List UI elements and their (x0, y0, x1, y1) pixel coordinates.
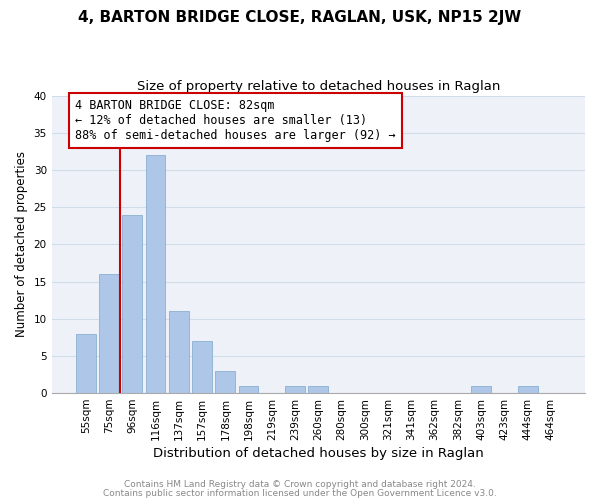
Bar (285, 386, 305, 393)
Bar (76, 334, 95, 393)
Bar (122, 214, 142, 393)
X-axis label: Distribution of detached houses by size in Raglan: Distribution of detached houses by size … (153, 447, 484, 460)
Text: Contains HM Land Registry data © Crown copyright and database right 2024.: Contains HM Land Registry data © Crown c… (124, 480, 476, 489)
Bar (169, 312, 188, 393)
Title: Size of property relative to detached houses in Raglan: Size of property relative to detached ho… (137, 80, 500, 93)
Bar (99, 274, 119, 393)
Bar (239, 386, 259, 393)
Text: Contains public sector information licensed under the Open Government Licence v3: Contains public sector information licen… (103, 488, 497, 498)
Bar (471, 386, 491, 393)
Bar (308, 386, 328, 393)
Bar (518, 386, 538, 393)
Text: 4 BARTON BRIDGE CLOSE: 82sqm
← 12% of detached houses are smaller (13)
88% of se: 4 BARTON BRIDGE CLOSE: 82sqm ← 12% of de… (76, 100, 396, 142)
Bar (192, 341, 212, 393)
Bar (146, 155, 166, 393)
Y-axis label: Number of detached properties: Number of detached properties (15, 152, 28, 338)
Bar (215, 371, 235, 393)
Text: 4, BARTON BRIDGE CLOSE, RAGLAN, USK, NP15 2JW: 4, BARTON BRIDGE CLOSE, RAGLAN, USK, NP1… (79, 10, 521, 25)
